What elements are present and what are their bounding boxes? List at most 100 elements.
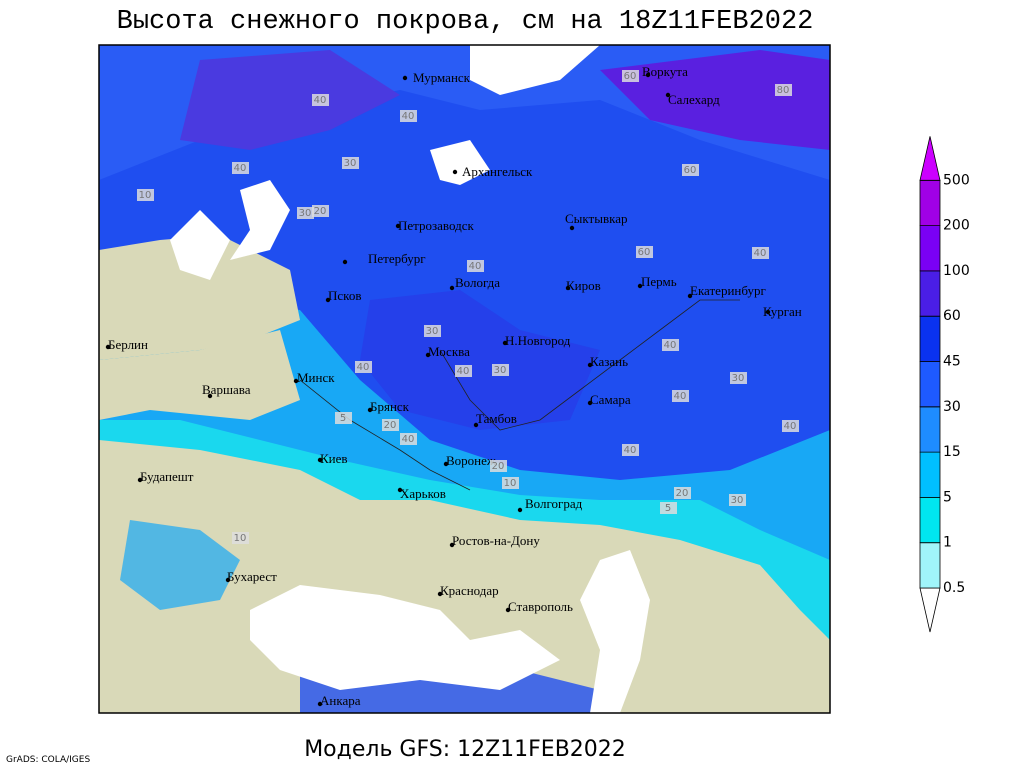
contour-label: 30 [731,495,744,506]
subtitle: Модель GFS: 12Z11FEB2022 [304,737,626,762]
city-label: Ставрополь [508,599,573,614]
contour-label: 10 [139,190,152,201]
contour-label: 40 [357,362,370,373]
snow-deep [600,50,830,150]
city-dot [367,407,373,413]
city-dot [569,225,575,231]
city-dot [402,75,408,81]
city-label: Брянск [370,399,410,414]
city-dot [105,344,111,350]
colorbar-segment [919,542,941,589]
colorbar-segment [919,406,941,453]
baltic-sea [170,180,290,280]
city-dot [137,477,143,483]
city-label: Архангельск [462,164,533,179]
city-label: Н.Новгород [505,333,571,348]
map: Мурманск Воркута Салехард Архангельск Петроз… [98,44,831,714]
contour-label-bg [492,364,509,376]
contour-label: 30 [494,365,507,376]
city-label: Пермь [641,274,677,289]
city-label: Краснодар [440,583,499,598]
city-label: Воронеж [446,453,497,468]
colorbar-label: 1 [943,535,952,551]
white-sea [430,140,490,185]
city-label: Казань [590,354,628,369]
city-dot [665,92,671,98]
city-dot [587,400,593,406]
city-label: Берлин [108,337,148,352]
contour-label: 30 [426,326,439,337]
city-dot [449,285,455,291]
city-dot [225,577,231,583]
colorbar-label: 15 [943,444,961,460]
contour-label: 20 [384,420,397,431]
snow-deep [180,50,400,150]
contour-label: 5 [340,413,346,424]
snow-patch [120,520,240,610]
colorbar-label: 100 [943,263,970,279]
contour-label-bg [355,361,372,373]
contour-label: 5 [665,503,671,514]
colorbar-segment [919,497,941,544]
colorbar-label: 500 [943,172,970,188]
city-dot [502,340,508,346]
contour-label-bg [752,247,769,259]
contour-label: 40 [402,434,415,445]
contour-label: 80 [777,85,790,96]
contour-label: 60 [684,165,697,176]
city-label: Сыктывкар [565,211,628,226]
city-dot [207,393,213,399]
contour-label: 30 [299,208,312,219]
city-label: Минск [297,370,335,385]
city-label: Харьков [400,486,446,501]
city-dot [765,309,771,315]
contour-label-bg [424,325,441,337]
credit: GrADS: COLA/IGES [6,755,90,765]
city-dot [317,457,323,463]
city-dot [443,461,449,467]
contour-label-bg [622,70,639,82]
contour-label-bg [232,532,249,544]
caspian-sea [580,550,650,713]
contour-label: 10 [234,533,247,544]
contour-label: 10 [504,478,517,489]
city-label: Мурманск [413,70,471,85]
city-dot [517,507,523,513]
contour-label-bg [775,84,792,96]
contour-label: 30 [732,373,745,384]
colorbar-segment [919,270,941,317]
contour-label-bg [729,494,746,506]
colorbar-label: 5 [943,489,952,505]
city-label: Вологда [455,275,500,290]
city-dot [687,293,693,299]
city-dot [425,352,431,358]
colorbar-label: 60 [943,308,961,324]
city-dot [587,362,593,368]
city-dot [342,259,348,265]
contour-label-bg [660,502,677,514]
city-label: Самара [590,392,631,407]
contour-label-bg [502,477,519,489]
city-dot [452,169,458,175]
colorbar-segment [919,361,941,408]
contour-label: 20 [676,488,689,499]
contour-label-bg [382,419,399,431]
city-label: Екатеринбург [690,283,766,298]
colorbar-label: 30 [943,399,961,415]
land [99,235,300,360]
contour-label: 40 [664,340,677,351]
contour-label-bg [400,110,417,122]
contour-label: 40 [784,421,797,432]
contour-label: 20 [492,461,505,472]
colorbar-label: 45 [943,354,961,370]
colorbar-segment [919,587,941,633]
city-label: Бухарест [227,569,277,584]
city-dot [637,283,643,289]
colorbar-label: 0.5 [943,580,965,596]
contour-label: 60 [638,247,651,258]
city-label: Петрозаводск [398,218,474,233]
city-label: Будапешт [140,469,194,484]
contour-label-bg [455,365,472,377]
